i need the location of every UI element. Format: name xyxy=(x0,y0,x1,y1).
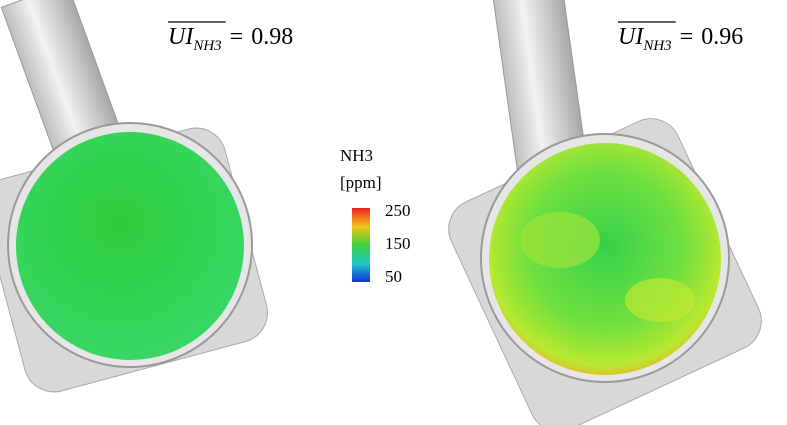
metric: UI xyxy=(168,24,194,50)
value: 0.98 xyxy=(251,24,293,50)
left-geometry xyxy=(0,0,268,393)
colorbar-unit: [ppm] xyxy=(340,173,382,192)
colorbar-tick-label: 250 xyxy=(385,201,411,220)
colorbar-tick-label: 50 xyxy=(385,267,402,286)
metric: UI xyxy=(618,24,644,50)
relation: = xyxy=(680,24,694,50)
colorbar-title: NH3 xyxy=(340,146,373,165)
uniformity-label: UINH3 = 0.98 xyxy=(168,24,293,54)
right-geometry xyxy=(448,0,762,425)
metric-subscript: NH3 xyxy=(192,38,221,54)
relation: = xyxy=(230,24,244,50)
colorbar xyxy=(352,208,370,282)
colorbar-tick-label: 150 xyxy=(385,234,411,253)
value: 0.96 xyxy=(701,24,743,50)
metric-subscript: NH3 xyxy=(642,38,671,54)
uniformity-label: UINH3 = 0.96 xyxy=(618,24,743,54)
